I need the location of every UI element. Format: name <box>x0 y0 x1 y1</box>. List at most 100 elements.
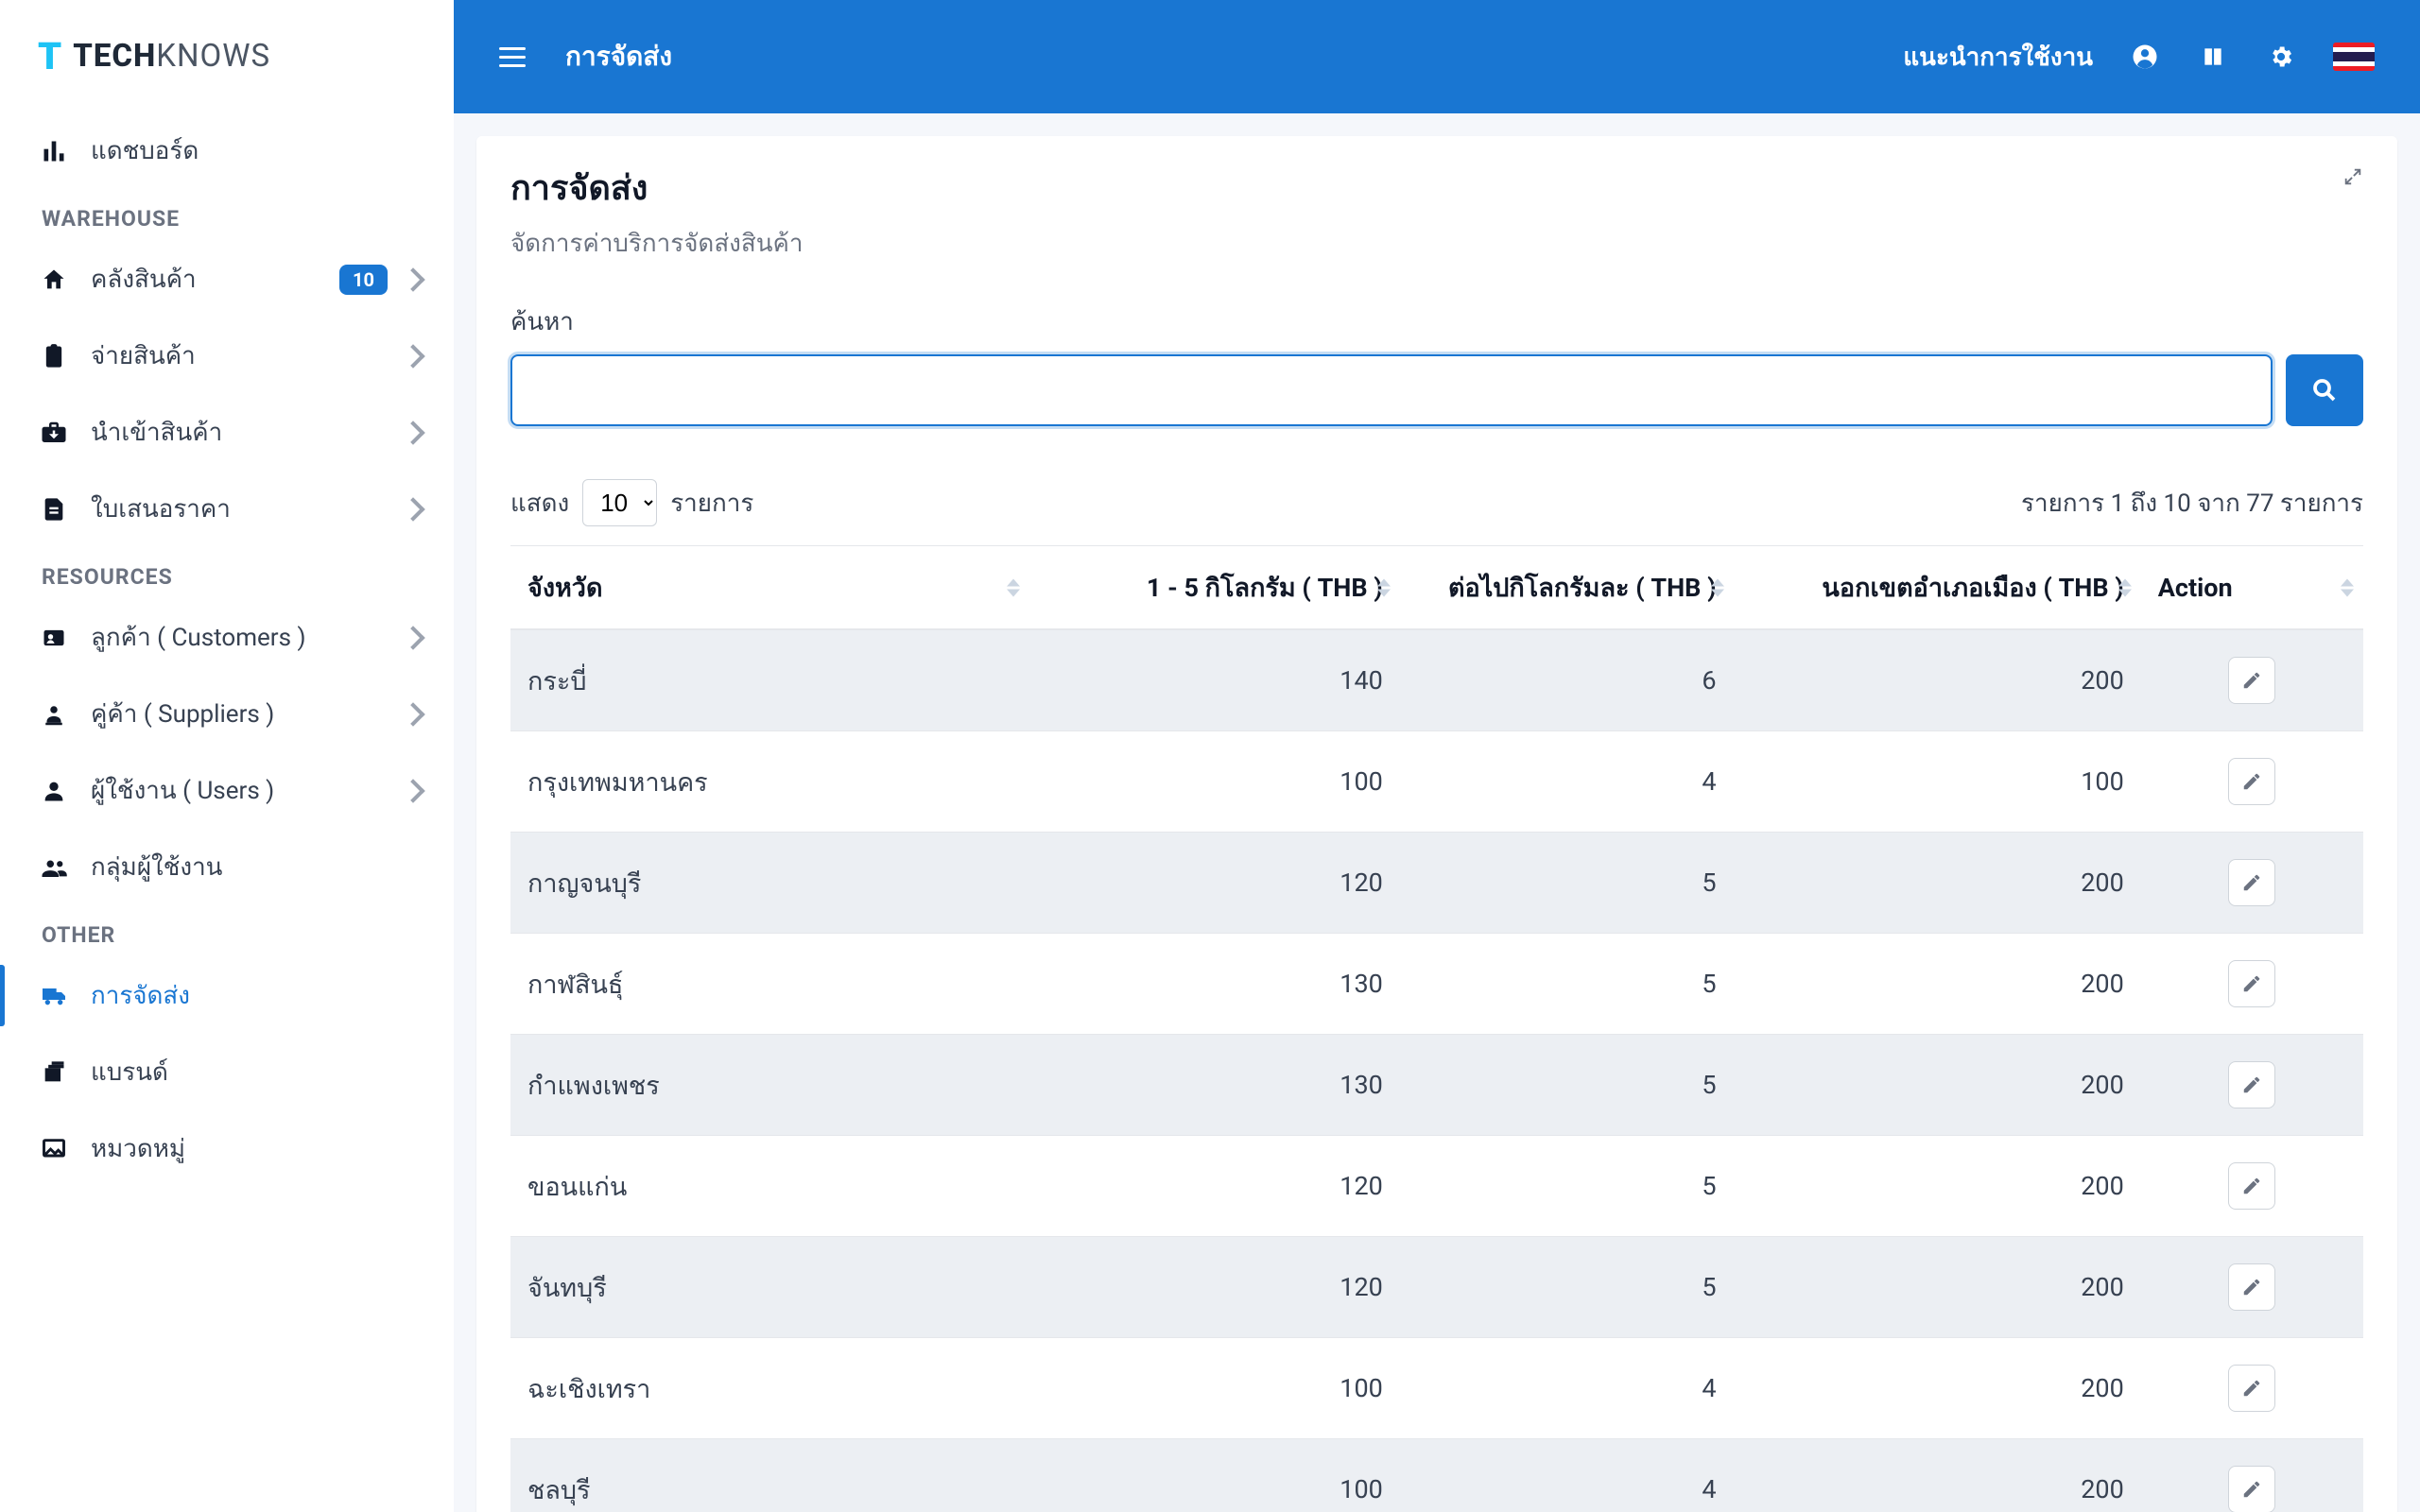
sidebar-item-suppliers[interactable]: คู่ค้า ( Suppliers ) <box>0 676 454 752</box>
expand-icon[interactable] <box>2342 166 2363 187</box>
user-icon <box>38 778 70 804</box>
cell-rate3: 200 <box>1734 1338 2141 1439</box>
settings-icon[interactable] <box>2265 41 2297 73</box>
search-button[interactable] <box>2286 354 2363 426</box>
briefcase-icon <box>38 419 70 447</box>
chevron-right-icon <box>401 779 424 802</box>
chevron-right-icon <box>401 626 424 649</box>
cell-action <box>2141 1338 2363 1439</box>
col-rate2[interactable]: ต่อไปกิโลกรัมละ ( THB ) <box>1400 546 1734 630</box>
table-row: ฉะเชิงเทรา1004200 <box>510 1338 2363 1439</box>
thai-flag-icon[interactable] <box>2333 43 2375 71</box>
table-row: กระบี่1406200 <box>510 629 2363 731</box>
sidebar-item-label: ลูกค้า ( Customers ) <box>91 618 306 657</box>
records-info: รายการ 1 ถึง 10 จาก 77 รายการ <box>2021 484 2363 523</box>
cell-rate1: 120 <box>1029 833 1400 934</box>
sidebar-item-import[interactable]: นำเข้าสินค้า <box>0 394 454 471</box>
chevron-right-icon <box>401 497 424 521</box>
chevron-right-icon <box>401 421 424 444</box>
cell-rate2: 4 <box>1400 731 1734 833</box>
chevron-right-icon <box>401 702 424 726</box>
table-row: กาญจนบุรี1205200 <box>510 833 2363 934</box>
sidebar-item-quotation[interactable]: ใบเสนอราคา <box>0 471 454 547</box>
sidebar-item-categories[interactable]: หมวดหมู่ <box>0 1110 454 1187</box>
sidebar-item-label: คู่ค้า ( Suppliers ) <box>91 695 274 733</box>
sidebar-item-label: ใบเสนอราคา <box>91 490 231 528</box>
chevron-right-icon <box>401 344 424 368</box>
cell-rate1: 100 <box>1029 1338 1400 1439</box>
edit-button[interactable] <box>2228 1061 2275 1108</box>
cell-rate3: 100 <box>1734 731 2141 833</box>
cell-rate3: 200 <box>1734 833 2141 934</box>
sort-icon <box>1377 578 1391 596</box>
edit-button[interactable] <box>2228 1263 2275 1311</box>
sidebar-item-customers[interactable]: ลูกค้า ( Customers ) <box>0 599 454 676</box>
collection-icon <box>38 1059 70 1086</box>
cell-province: ฉะเชิงเทรา <box>510 1338 1029 1439</box>
edit-button[interactable] <box>2228 657 2275 704</box>
cell-action <box>2141 934 2363 1035</box>
sidebar-item-dispatch[interactable]: จ่ายสินค้า <box>0 318 454 394</box>
cell-rate3: 200 <box>1734 1035 2141 1136</box>
edit-button[interactable] <box>2228 859 2275 906</box>
edit-button[interactable] <box>2228 960 2275 1007</box>
edit-button[interactable] <box>2228 1466 2275 1512</box>
cell-action <box>2141 1439 2363 1512</box>
show-label-before: แสดง <box>510 484 569 523</box>
account-icon[interactable] <box>2129 41 2161 73</box>
apps-icon[interactable] <box>2197 41 2229 73</box>
sort-icon <box>1711 578 1724 596</box>
sidebar-item-dashboard[interactable]: แดชบอร์ด <box>0 112 454 189</box>
sidebar-item-users[interactable]: ผู้ใช้งาน ( Users ) <box>0 752 454 829</box>
sidebar-item-label: คลังสินค้า <box>91 260 197 299</box>
cell-action <box>2141 731 2363 833</box>
search-label: ค้นหา <box>510 302 2363 341</box>
cell-action <box>2141 1136 2363 1237</box>
sort-icon <box>2341 578 2354 596</box>
category-icon <box>38 1136 70 1162</box>
home-icon <box>38 266 70 293</box>
page-title: การจัดส่ง <box>510 161 804 215</box>
cell-rate1: 120 <box>1029 1136 1400 1237</box>
cell-action <box>2141 629 2363 731</box>
sidebar-item-brands[interactable]: แบรนด์ <box>0 1034 454 1110</box>
edit-button[interactable] <box>2228 1365 2275 1412</box>
sidebar-item-shipping[interactable]: การจัดส่ง <box>0 957 454 1034</box>
sidebar-item-user-groups[interactable]: กลุ่มผู้ใช้งาน <box>0 829 454 905</box>
brand-text: TECHKNOWS <box>73 38 270 75</box>
sort-icon <box>2118 578 2132 596</box>
cell-rate2: 5 <box>1400 1136 1734 1237</box>
brand-logo[interactable]: T TECHKNOWS <box>0 0 454 112</box>
page-size-select[interactable]: 10 <box>582 479 657 526</box>
shipping-table: จังหวัด 1 - 5 กิโลกรัม ( THB ) ต่อไปกิโล… <box>510 545 2363 1512</box>
sidebar-item-label: นำเข้าสินค้า <box>91 413 222 452</box>
edit-button[interactable] <box>2228 758 2275 805</box>
col-province[interactable]: จังหวัด <box>510 546 1029 630</box>
brand-icon: T <box>38 34 61 78</box>
users-icon <box>38 853 70 882</box>
cell-province: ขอนแก่น <box>510 1136 1029 1237</box>
edit-button[interactable] <box>2228 1162 2275 1210</box>
cell-rate3: 200 <box>1734 1136 2141 1237</box>
cell-rate2: 4 <box>1400 1338 1734 1439</box>
sidebar-item-label: กลุ่มผู้ใช้งาน <box>91 848 222 886</box>
col-action: Action <box>2141 546 2363 630</box>
cell-rate2: 5 <box>1400 833 1734 934</box>
col-rate1[interactable]: 1 - 5 กิโลกรัม ( THB ) <box>1029 546 1400 630</box>
page-subtitle: จัดการค่าบริการจัดส่งสินค้า <box>510 224 804 263</box>
cell-rate2: 5 <box>1400 1035 1734 1136</box>
sidebar: T TECHKNOWS แดชบอร์ด WAREHOUSE คลังสินค้… <box>0 0 454 1512</box>
col-rate3[interactable]: นอกเขตอำเภอเมือง ( THB ) <box>1734 546 2141 630</box>
cell-province: กระบี่ <box>510 629 1029 731</box>
cell-rate3: 200 <box>1734 629 2141 731</box>
user-card-icon <box>38 625 70 651</box>
menu-toggle-button[interactable] <box>499 47 526 67</box>
help-link[interactable]: แนะนำการใช้งาน <box>1903 38 2093 77</box>
sidebar-item-stock[interactable]: คลังสินค้า 10 <box>0 241 454 318</box>
sidebar-item-label: การจัดส่ง <box>91 976 190 1015</box>
document-icon <box>38 496 70 523</box>
cell-rate3: 200 <box>1734 1237 2141 1338</box>
table-row: กาฬสินธุ์1305200 <box>510 934 2363 1035</box>
cell-rate1: 130 <box>1029 934 1400 1035</box>
search-input[interactable] <box>510 354 2273 426</box>
